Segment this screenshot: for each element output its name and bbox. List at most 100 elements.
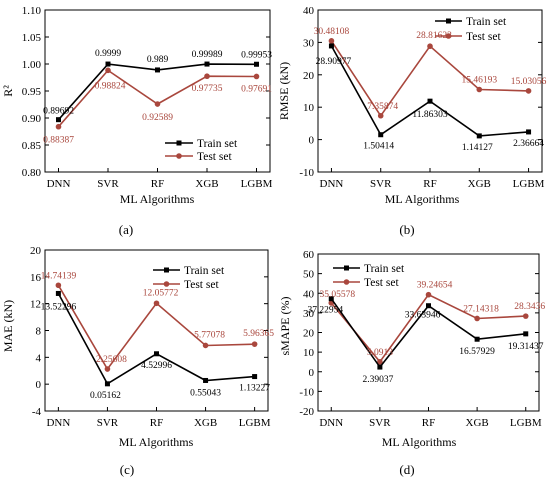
r2-train-data-label: 0.99953 [241, 50, 272, 60]
mae-test-data-label: 2.25608 [96, 355, 127, 365]
rmse-train-data-label: 1.14127 [462, 143, 493, 153]
r2-train-data-label: 0.89692 [43, 107, 74, 117]
mae-train-point [55, 290, 61, 296]
r2-x-tick-label: LGBM [241, 178, 273, 190]
mae-train-point [154, 351, 159, 357]
smape-train-data-label: 2.39037 [362, 375, 393, 385]
rmse-train-point [378, 132, 384, 138]
mae-test-point [202, 342, 209, 349]
rmse-test-data-label: 30.48108 [314, 27, 350, 37]
r2-panel-label: (a) [119, 222, 133, 237]
mae-test-data-label: 12.05772 [143, 288, 179, 298]
r2-test-data-label: 0.97735 [192, 84, 223, 94]
r2-legend-train-marker [176, 140, 182, 146]
rmse-x-tick-label: DNN [320, 178, 344, 190]
r2-train-data-label: 0.99989 [192, 50, 223, 60]
rmse-y-tick-label: 40 [303, 5, 315, 17]
mae-legend: Train set Test set [153, 265, 225, 291]
mae-train-point [252, 374, 258, 380]
rmse-marks: -10 0 10 20 30 40 DNN SVR RF XGB LGBM 28.90977 1.504… [299, 5, 546, 190]
mae-y-tick-label: 16 [30, 272, 42, 284]
r2-test-point [253, 73, 260, 80]
mae-legend-test-label: Test set [184, 279, 219, 291]
smape-test-point [522, 313, 529, 319]
rmse-test-point [427, 43, 433, 50]
smape-y-tick-label: 0 [309, 367, 315, 379]
smape-panel-label: (d) [399, 462, 414, 477]
mae-x-axis-label: ML Algorithms [119, 435, 194, 449]
smape-x-tick-label: SVR [369, 417, 391, 429]
rmse-train-point [328, 43, 334, 49]
mae-x-tick-label: XGB [194, 417, 217, 429]
rmse-y-axis-label: RMSE (kN) [277, 62, 291, 120]
rmse-y-tick-label: -10 [299, 167, 314, 179]
rmse-test-point [525, 88, 532, 94]
smape-y-tick-label: -20 [299, 406, 314, 418]
mae-y-tick-label: 4 [36, 352, 42, 364]
r2-train-data-label: 0.9999 [95, 49, 121, 59]
rmse-train-data-label: 2.36664 [513, 139, 544, 149]
smape-train-point [523, 331, 529, 337]
smape-test-point [474, 315, 480, 322]
smape-y-tick-label: 10 [303, 347, 315, 359]
smape-x-axis-label: ML Algorithms [382, 435, 457, 449]
r2-train-point [105, 61, 111, 67]
rmse-train-point [427, 98, 433, 104]
mae-x-tick-label: SVR [97, 417, 119, 429]
mae-y-tick-label: 12 [30, 299, 41, 311]
r2-y-tick-label: 0.95 [22, 86, 42, 98]
mae-train-data-label: 13.52296 [41, 302, 77, 312]
mae-y-tick-label: 0 [36, 379, 42, 391]
smape-test-data-label: 35.05578 [319, 290, 355, 300]
smape-legend-train-marker [344, 265, 349, 271]
rmse-train-point [476, 133, 482, 139]
mae-x-tick-label: LGBM [239, 417, 271, 429]
mae-train-data-label: 1.13227 [239, 384, 270, 394]
r2-y-tick-label: 1.10 [22, 5, 42, 17]
rmse-test-data-label: 15.46193 [461, 76, 497, 86]
r2-x-tick-label: XGB [195, 178, 218, 190]
rmse-legend-test-marker [445, 33, 452, 39]
r2-x-tick-label: RF [151, 178, 164, 190]
r2-test-data-label: 0.88387 [43, 136, 74, 146]
r2-marks: 0.80 0.85 0.90 0.95 1.00 1.05 1.10 DNN SVR RF XGB L… [22, 5, 273, 190]
mae-x-tick-label: DNN [46, 417, 70, 429]
r2-test-point [105, 67, 111, 74]
rmse-legend: Train set Test set [435, 16, 507, 43]
rmse-panel-label: (b) [399, 222, 414, 237]
smape-y-axis-label: sMAPE (%) [278, 296, 292, 355]
mae-y-tick-label: -4 [32, 406, 42, 418]
r2-test-data-label: 0.98824 [95, 81, 126, 91]
rmse-test-data-label: 15.03056 [511, 77, 547, 87]
smape-train-point [474, 336, 480, 342]
mae-legend-train-marker [164, 267, 169, 273]
smape-plot-frame [317, 253, 540, 412]
rmse-test-point [377, 112, 384, 119]
rmse-train-data-label: 1.50414 [363, 142, 394, 152]
mae-y-axis-label: MAE (kN) [1, 300, 15, 352]
mae-train-data-label: 0.05162 [90, 391, 121, 401]
r2-x-tick-label: DNN [47, 178, 71, 190]
mae-legend-train-label: Train set [184, 265, 225, 277]
rmse-test-data-label: 28.81623 [416, 31, 452, 41]
smape-test-point [425, 291, 432, 298]
smape-test-data-label: 39.24654 [417, 281, 453, 291]
smape-legend-train-label: Train set [364, 263, 405, 275]
rmse-train-data-label: 28.90977 [316, 57, 352, 67]
r2-y-tick-label: 1.00 [22, 59, 42, 71]
mae-y-tick-label: 8 [36, 326, 42, 338]
rmse-series-train-line [330, 45, 529, 137]
smape-train-point [377, 364, 383, 370]
mae-test-data-label: 14.74139 [41, 271, 77, 281]
rmse-y-tick-label: 0 [309, 135, 315, 147]
r2-train-point [254, 61, 259, 67]
mae-test-point [251, 341, 258, 347]
mae-x-tick-label: RF [150, 417, 163, 429]
r2-legend-test-marker [176, 153, 182, 159]
mae-marks: -4 0 4 8 12 16 20 DNN SVR RF XGB LGBM 13.52296 0.0516… [30, 245, 274, 429]
smape-train-data-label: 33.63946 [405, 311, 441, 321]
rmse-y-tick-label: 30 [303, 37, 315, 49]
mae-train-point [203, 377, 209, 383]
rmse-train-data-label: 11.86303 [412, 110, 448, 120]
